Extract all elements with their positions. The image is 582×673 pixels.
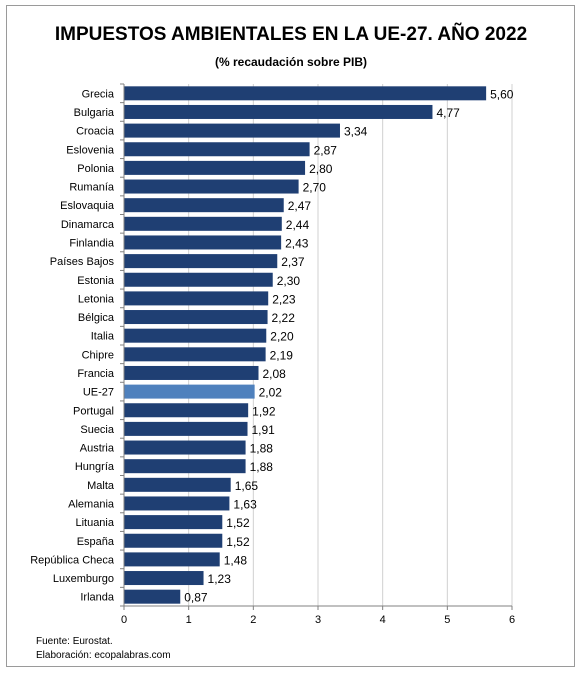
category-label: Croacia (76, 126, 115, 138)
value-label: 2,70 (303, 181, 327, 195)
value-label: 1,92 (252, 404, 276, 418)
x-tick-label: 5 (444, 614, 450, 626)
bar (124, 198, 284, 213)
bar (124, 123, 340, 138)
category-label: Alemania (68, 498, 115, 510)
category-label: Suecia (80, 424, 115, 436)
bar (124, 235, 282, 250)
value-label: 2,02 (259, 386, 283, 400)
bar (124, 86, 487, 101)
category-label: UE-27 (83, 387, 114, 399)
bar (124, 254, 278, 269)
value-label: 1,88 (250, 460, 274, 474)
bar (124, 533, 223, 548)
category-label: Malta (87, 480, 115, 492)
value-label: 1,88 (250, 442, 274, 456)
category-label: Finlandia (69, 237, 115, 249)
category-label: España (77, 536, 115, 548)
value-label: 5,60 (490, 87, 514, 101)
bar (124, 515, 223, 530)
value-label: 1,63 (233, 497, 257, 511)
bar (124, 328, 267, 343)
value-label: 2,43 (285, 236, 309, 250)
x-tick-label: 3 (315, 614, 321, 626)
value-label: 2,87 (314, 143, 338, 157)
bar (124, 347, 266, 362)
value-label: 1,52 (226, 516, 250, 530)
category-label: Eslovaquia (60, 200, 115, 212)
category-label: Francia (77, 368, 115, 380)
value-label: 2,37 (281, 255, 305, 269)
bar (124, 477, 231, 492)
value-label: 1,23 (208, 572, 232, 586)
category-label: Letonia (78, 293, 115, 305)
category-label: Eslovenia (66, 144, 115, 156)
bar (124, 216, 282, 231)
x-tick-label: 6 (509, 614, 515, 626)
category-label: Dinamarca (61, 219, 115, 231)
chart-title: IMPUESTOS AMBIENTALES EN LA UE-27. AÑO 2… (54, 24, 528, 45)
value-label: 0,87 (184, 591, 208, 605)
x-tick-label: 2 (250, 614, 256, 626)
category-label: Bélgica (78, 312, 115, 324)
bar (124, 384, 255, 399)
bar (124, 160, 306, 175)
source-note: Fuente: Eurostat. (36, 636, 113, 647)
value-label: 1,65 (235, 479, 259, 493)
bar (124, 142, 310, 157)
value-label: 2,08 (263, 367, 287, 381)
category-label: Países Bajos (50, 256, 115, 268)
category-label: Hungría (75, 461, 115, 473)
bar (124, 589, 181, 604)
bar (124, 291, 269, 306)
bar (124, 272, 273, 287)
category-label: Rumanía (69, 182, 115, 194)
bar (124, 440, 246, 455)
bar (124, 552, 220, 567)
category-label: Polonia (77, 163, 115, 175)
value-label: 3,34 (344, 125, 368, 139)
value-label: 2,47 (288, 199, 312, 213)
category-label: República Checa (30, 554, 115, 566)
bar (124, 310, 268, 325)
value-label: 2,22 (272, 311, 296, 325)
category-label: Grecia (82, 88, 115, 100)
category-label: Italia (91, 331, 115, 343)
elaboration-note: Elaboración: ecopalabras.com (36, 650, 171, 661)
value-label: 1,48 (224, 553, 248, 567)
category-label: Bulgaria (74, 107, 115, 119)
chart-subtitle: (% recaudación sobre PIB) (214, 55, 368, 69)
category-label: Irlanda (80, 592, 115, 604)
value-label: 2,44 (286, 218, 310, 232)
bar (124, 179, 299, 194)
category-label: Chipre (82, 349, 114, 361)
value-label: 4,77 (436, 106, 460, 120)
value-label: 2,30 (277, 274, 301, 288)
value-label: 1,91 (252, 423, 276, 437)
category-label: Portugal (73, 405, 114, 417)
category-label: Estonia (77, 275, 115, 287)
x-tick-label: 4 (380, 614, 386, 626)
bar (124, 496, 230, 511)
category-label: Austria (80, 443, 115, 455)
bar (124, 365, 259, 380)
value-label: 2,80 (309, 162, 333, 176)
bar (124, 571, 204, 586)
category-label: Luxemburgo (53, 573, 114, 585)
bar (124, 421, 248, 436)
bar (124, 104, 433, 119)
value-label: 1,52 (226, 535, 250, 549)
bar (124, 403, 249, 418)
value-label: 2,23 (272, 292, 296, 306)
value-label: 2,19 (270, 348, 294, 362)
category-label: Lituania (75, 517, 114, 529)
x-tick-label: 0 (121, 614, 127, 626)
x-tick-label: 1 (186, 614, 192, 626)
value-label: 2,20 (270, 330, 294, 344)
bar (124, 459, 246, 474)
